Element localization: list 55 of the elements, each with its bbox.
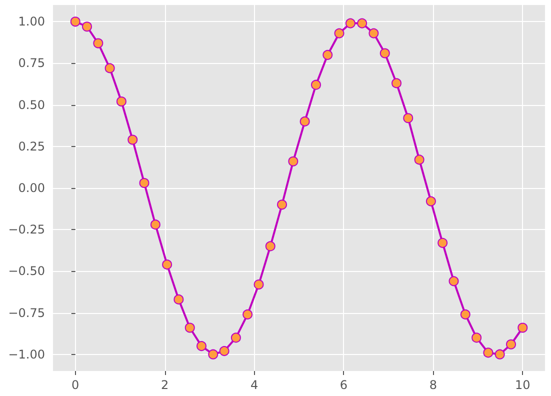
point (139, 178, 150, 188)
point (448, 276, 459, 286)
point (242, 309, 253, 320)
point (518, 322, 528, 333)
point (184, 322, 195, 333)
point (230, 332, 241, 343)
point (460, 309, 470, 320)
y-tick-label: −1.00 (8, 347, 45, 362)
point (494, 349, 505, 360)
point (150, 220, 160, 230)
y-tick-label: 0.50 (18, 98, 45, 112)
point (414, 154, 424, 165)
point (438, 238, 448, 248)
point (277, 200, 288, 210)
point (472, 332, 482, 343)
x-tick-label: 8 (429, 378, 437, 392)
point (311, 80, 321, 90)
point (70, 16, 80, 27)
point (483, 348, 494, 358)
x-tick-label: 10 (514, 378, 530, 392)
point (426, 196, 436, 206)
point (219, 346, 230, 356)
point (334, 28, 344, 38)
point (368, 28, 379, 38)
point (174, 294, 184, 304)
point (254, 279, 264, 290)
y-tick-label: 0.25 (18, 139, 45, 154)
y-tick-label: 0.00 (18, 181, 45, 195)
point (265, 241, 276, 252)
point (506, 339, 516, 350)
point (392, 78, 402, 88)
point (300, 116, 310, 126)
y-tick-label: −0.25 (8, 222, 45, 237)
x-tick-label: 6 (340, 378, 348, 392)
y-tick-label: 0.75 (18, 56, 45, 70)
point (357, 18, 368, 28)
point (162, 260, 172, 270)
point (208, 349, 218, 360)
x-tick-label: 4 (250, 378, 258, 392)
y-tick-label: −0.75 (8, 306, 45, 320)
point (93, 38, 104, 48)
point (322, 50, 333, 60)
y-tick-label: 1.00 (18, 14, 45, 29)
y-tick-label: −0.50 (8, 264, 45, 278)
x-tick-label: 2 (161, 378, 169, 392)
point (104, 63, 115, 74)
point (116, 96, 126, 106)
point (403, 113, 414, 124)
point (345, 18, 356, 28)
point (82, 22, 92, 32)
point (288, 156, 298, 166)
point (196, 341, 206, 352)
point (128, 134, 138, 145)
x-tick-label: 0 (72, 378, 80, 392)
point (380, 48, 390, 58)
